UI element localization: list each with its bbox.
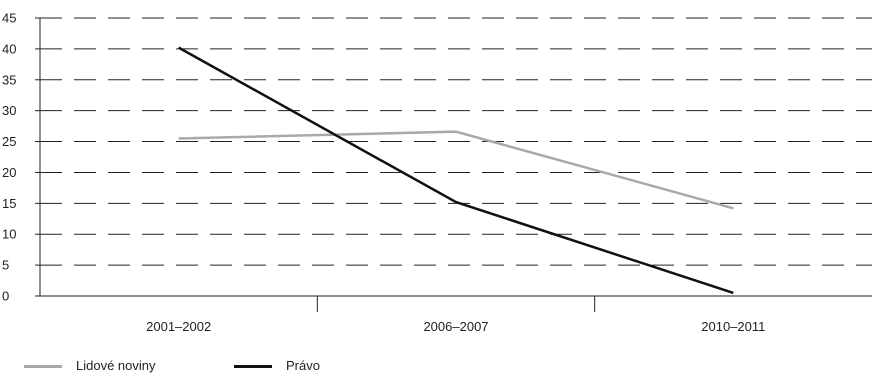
series-lines (178, 46, 734, 295)
legend-swatch-pravo (234, 364, 272, 368)
y-tick-label: 35 (2, 72, 16, 87)
x-tick-label: 2010–2011 (701, 319, 765, 334)
legend: Lidové noviny Právo (0, 358, 872, 378)
gridlines (40, 17, 872, 266)
y-axis-ticks: 0 5 10 15 20 25 30 35 40 45 (2, 11, 40, 304)
legend-label-pravo: Právo (286, 358, 320, 373)
y-tick-label: 20 (2, 165, 16, 180)
y-tick-label: 40 (2, 41, 16, 56)
x-tick-label: 2006–2007 (423, 319, 488, 334)
y-tick-label: 10 (2, 227, 16, 242)
series-line-lidove-noviny (178, 130, 734, 210)
series-line-pravo (178, 46, 734, 295)
y-tick-label: 45 (2, 11, 16, 26)
y-tick-label: 5 (2, 258, 9, 273)
legend-item-pravo: Právo (234, 358, 320, 374)
legend-swatch-lidove-noviny (24, 364, 62, 368)
y-tick-label: 25 (2, 134, 16, 149)
x-axis-ticks: 2001–2002 2006–2007 2010–2011 (146, 296, 765, 334)
legend-label-lidove-noviny: Lidové noviny (76, 358, 156, 373)
legend-item-lidove-noviny: Lidové noviny (24, 358, 156, 374)
y-tick-label: 15 (2, 196, 16, 211)
axes (39, 18, 872, 297)
y-tick-label: 0 (2, 289, 9, 304)
y-tick-label: 30 (2, 103, 16, 118)
x-tick-label: 2001–2002 (146, 319, 211, 334)
